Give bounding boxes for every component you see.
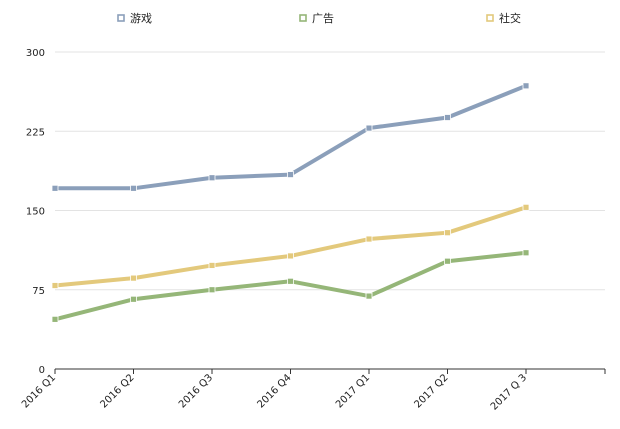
data-point	[51, 315, 59, 323]
x-tick-label: 2016 Q4	[256, 372, 294, 410]
y-tick-label: 150	[26, 207, 45, 218]
data-point	[130, 295, 137, 303]
x-tick-label: 2016 Q3	[177, 372, 215, 410]
data-point	[287, 252, 294, 260]
y-tick-label: 225	[26, 127, 45, 138]
x-tick-label: 2017 Q2	[413, 372, 451, 410]
data-point	[208, 174, 216, 182]
legend: 游戏 广告 社交	[117, 11, 521, 25]
data-point	[365, 235, 373, 243]
x-tick-label: 2016 Q1	[20, 372, 58, 410]
data-point	[287, 277, 294, 285]
y-axis: 0 75 150 225 300	[26, 48, 45, 376]
data-point	[208, 262, 216, 269]
series-line	[53, 250, 528, 322]
legend-label: 游戏	[130, 12, 152, 25]
data-point	[365, 292, 373, 300]
data-point	[130, 184, 137, 192]
series-lines	[51, 82, 530, 323]
legend-label: 广告	[312, 12, 334, 25]
data-point	[130, 274, 137, 282]
series-line	[53, 205, 528, 288]
legend-swatch	[117, 14, 125, 22]
data-point	[444, 229, 451, 237]
data-point	[208, 286, 216, 294]
y-tick-label: 0	[39, 365, 45, 376]
x-tick-label: 2017 Q 3	[489, 372, 529, 412]
data-point	[522, 82, 530, 90]
data-point	[51, 184, 59, 192]
data-point	[522, 203, 530, 211]
legend-swatch	[486, 14, 494, 22]
x-tick-label: 2017 Q1	[334, 372, 372, 410]
y-tick-label: 300	[26, 48, 45, 59]
data-point	[365, 124, 373, 132]
data-point	[287, 171, 294, 178]
legend-label: 社交	[499, 11, 521, 25]
x-tick-label: 2016 Q2	[99, 372, 137, 410]
legend-swatch	[299, 14, 307, 22]
data-point	[51, 282, 59, 289]
data-point	[522, 249, 530, 257]
data-point	[444, 257, 451, 265]
data-point	[444, 114, 451, 121]
x-axis: 2016 Q1 2016 Q2 2016 Q3 2016 Q4 2017 Q1 2017 …	[20, 368, 606, 413]
y-tick-label: 75	[32, 286, 45, 297]
